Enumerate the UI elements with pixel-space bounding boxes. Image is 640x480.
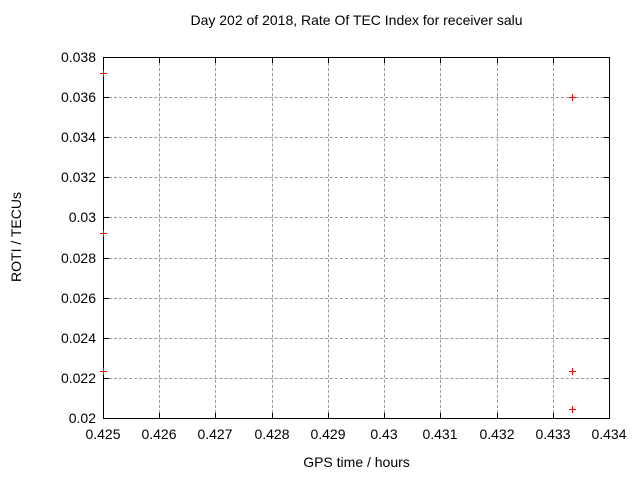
y-tick-left bbox=[104, 338, 109, 339]
y-tick-right bbox=[604, 298, 609, 299]
data-point-marker bbox=[569, 368, 576, 375]
x-gridline bbox=[215, 58, 216, 418]
y-tick-label: 0.022 bbox=[60, 370, 96, 386]
y-tick-label: 0.032 bbox=[60, 169, 96, 185]
y-gridline bbox=[104, 258, 609, 259]
x-tick-top bbox=[215, 58, 216, 63]
x-tick-bottom bbox=[215, 413, 216, 418]
y-tick-right bbox=[604, 258, 609, 259]
x-tick-top bbox=[272, 58, 273, 63]
x-tick-label: 0.43 bbox=[370, 426, 398, 442]
x-tick-bottom bbox=[440, 413, 441, 418]
y-gridline bbox=[104, 137, 609, 138]
x-axis-title: GPS time / hours bbox=[303, 454, 410, 470]
chart-title: Day 202 of 2018, Rate Of TEC Index for r… bbox=[190, 12, 523, 28]
x-gridline bbox=[553, 58, 554, 418]
x-tick-top bbox=[440, 58, 441, 63]
y-gridline bbox=[104, 378, 609, 379]
y-tick-left bbox=[104, 298, 109, 299]
y-axis-title: ROTI / TECUs bbox=[8, 192, 24, 282]
y-tick-label: 0.024 bbox=[60, 330, 96, 346]
y-gridline bbox=[104, 177, 609, 178]
x-tick-top bbox=[384, 58, 385, 63]
x-tick-bottom bbox=[497, 413, 498, 418]
x-tick-bottom bbox=[384, 413, 385, 418]
x-tick-label: 0.428 bbox=[254, 426, 290, 442]
y-gridline bbox=[104, 298, 609, 299]
data-point-marker bbox=[100, 368, 107, 375]
y-tick-left bbox=[104, 177, 109, 178]
x-gridline bbox=[384, 58, 385, 418]
y-tick-left bbox=[104, 97, 109, 98]
y-tick-label: 0.026 bbox=[60, 290, 96, 306]
x-gridline bbox=[440, 58, 441, 418]
plot-area bbox=[103, 57, 610, 419]
y-tick-label: 0.03 bbox=[68, 209, 96, 225]
data-point-marker bbox=[100, 230, 107, 237]
y-gridline bbox=[104, 97, 609, 98]
x-tick-label: 0.433 bbox=[535, 426, 571, 442]
y-tick-right bbox=[604, 97, 609, 98]
x-tick-label: 0.434 bbox=[591, 426, 627, 442]
y-tick-left bbox=[104, 258, 109, 259]
y-tick-right bbox=[604, 217, 609, 218]
y-tick-right bbox=[604, 137, 609, 138]
x-gridline bbox=[159, 58, 160, 418]
x-tick-top bbox=[553, 58, 554, 63]
x-tick-bottom bbox=[553, 413, 554, 418]
data-point-marker bbox=[569, 94, 576, 101]
y-tick-left bbox=[104, 137, 109, 138]
x-tick-top bbox=[159, 58, 160, 63]
y-tick-left bbox=[104, 378, 109, 379]
y-tick-left bbox=[104, 217, 109, 218]
x-tick-label: 0.429 bbox=[310, 426, 346, 442]
x-tick-top bbox=[328, 58, 329, 63]
y-tick-right bbox=[604, 177, 609, 178]
data-point-marker bbox=[100, 70, 107, 77]
data-point-marker bbox=[569, 406, 576, 413]
x-gridline bbox=[272, 58, 273, 418]
x-tick-bottom bbox=[328, 413, 329, 418]
x-tick-label: 0.426 bbox=[141, 426, 177, 442]
y-gridline bbox=[104, 338, 609, 339]
y-tick-label: 0.036 bbox=[60, 89, 96, 105]
x-tick-bottom bbox=[159, 413, 160, 418]
y-tick-label: 0.02 bbox=[68, 410, 96, 426]
y-tick-right bbox=[604, 378, 609, 379]
x-tick-label: 0.425 bbox=[85, 426, 121, 442]
y-tick-label: 0.038 bbox=[60, 49, 96, 65]
x-tick-label: 0.427 bbox=[197, 426, 233, 442]
y-gridline bbox=[104, 217, 609, 218]
x-gridline bbox=[328, 58, 329, 418]
x-tick-top bbox=[497, 58, 498, 63]
y-tick-label: 0.028 bbox=[60, 250, 96, 266]
x-tick-label: 0.431 bbox=[422, 426, 458, 442]
x-gridline bbox=[497, 58, 498, 418]
x-tick-label: 0.432 bbox=[479, 426, 515, 442]
x-tick-bottom bbox=[272, 413, 273, 418]
y-tick-right bbox=[604, 338, 609, 339]
y-tick-label: 0.034 bbox=[60, 129, 96, 145]
